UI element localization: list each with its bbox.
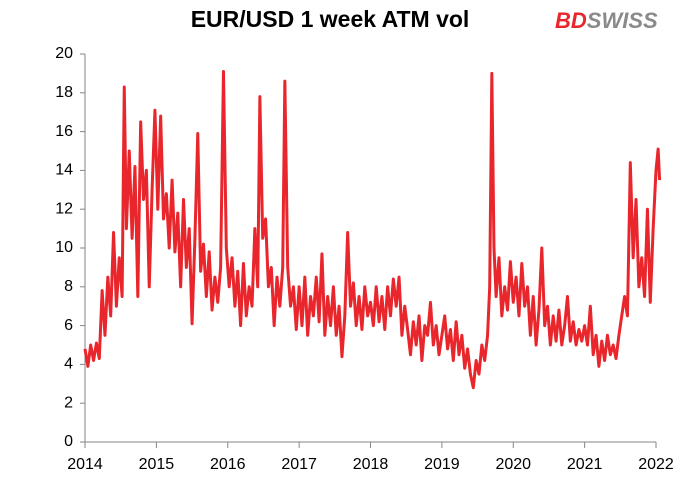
x-tick-label: 2016 bbox=[210, 456, 246, 473]
y-tick-label: 14 bbox=[55, 162, 73, 179]
y-tick-label: 18 bbox=[55, 84, 73, 101]
x-tick-label: 2017 bbox=[281, 456, 317, 473]
y-tick-label: 12 bbox=[55, 200, 73, 217]
y-tick-label: 10 bbox=[55, 239, 73, 256]
logo-brand: BD bbox=[555, 8, 587, 33]
y-tick-label: 2 bbox=[64, 394, 73, 411]
y-tick-label: 0 bbox=[64, 433, 73, 450]
y-tick-label: 4 bbox=[64, 356, 73, 373]
x-tick-label: 2018 bbox=[353, 456, 389, 473]
y-tick-label: 8 bbox=[64, 278, 73, 295]
x-tick-label: 2021 bbox=[567, 456, 603, 473]
y-tick-label: 6 bbox=[64, 317, 73, 334]
y-tick-label: 16 bbox=[55, 123, 73, 140]
x-tick-label: 2022 bbox=[638, 456, 674, 473]
data-line bbox=[83, 69, 662, 390]
y-tick-label: 20 bbox=[55, 45, 73, 62]
x-tick-label: 2019 bbox=[424, 456, 460, 473]
x-tick-label: 2014 bbox=[67, 456, 103, 473]
chart-title: EUR/USD 1 week ATM vol bbox=[191, 6, 470, 32]
logo-brand: SWISS bbox=[587, 8, 658, 33]
x-tick-label: 2020 bbox=[495, 456, 531, 473]
x-tick-label: 2015 bbox=[139, 456, 175, 473]
